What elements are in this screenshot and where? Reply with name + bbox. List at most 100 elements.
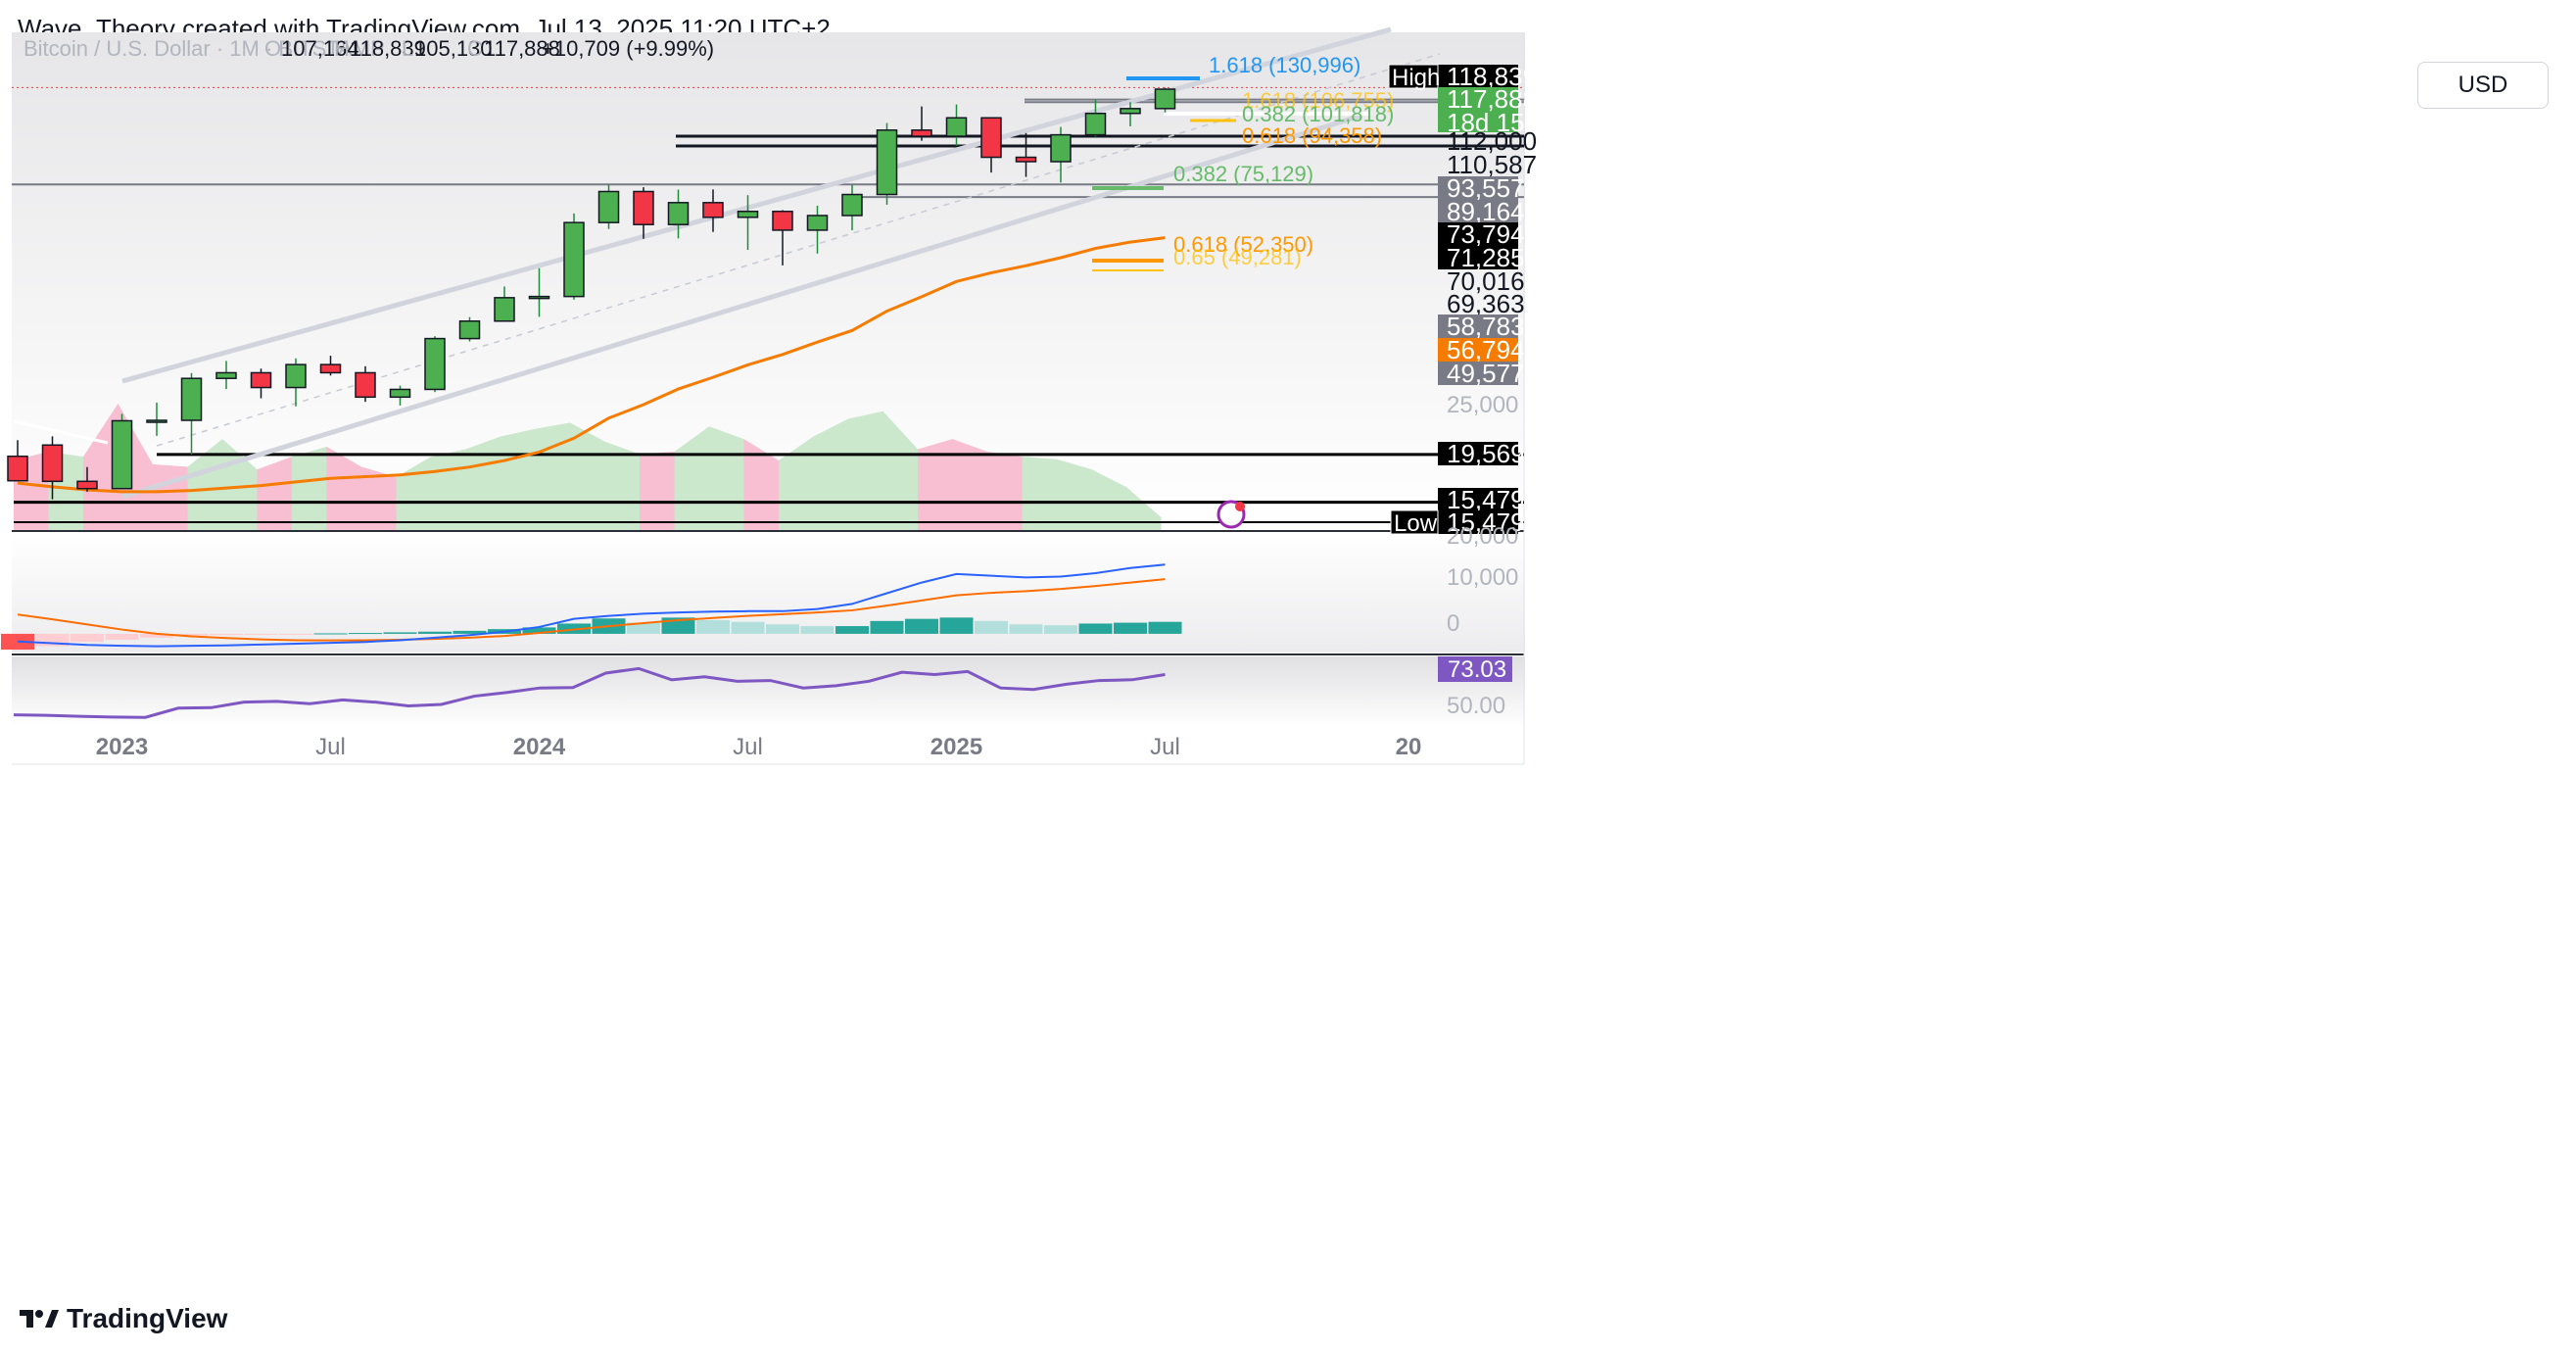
macd-histogram-bar (418, 631, 452, 634)
macd-histogram-bar (800, 626, 835, 634)
macd-histogram-bar (383, 632, 417, 634)
candle-body (841, 193, 863, 217)
candle-body (876, 129, 898, 196)
candle-body (355, 371, 376, 399)
price-tag: 118,839 (1447, 62, 1537, 91)
candle-body (285, 363, 307, 389)
macd-histogram-bar (71, 633, 104, 643)
candle-body (76, 480, 98, 490)
candle-body (702, 202, 724, 218)
rsi-line (13, 666, 1166, 719)
macd-histogram-bar (313, 633, 348, 635)
fib-label: 1.618 (106,755) (1242, 88, 1394, 113)
volume-area-segment (918, 439, 953, 530)
candle-body (494, 297, 515, 322)
candle-body (528, 295, 550, 300)
price-tag-bg (1438, 200, 1518, 223)
macd-axis-label: 0 (1447, 610, 1459, 637)
volume-area-segment (674, 426, 709, 530)
rsi-axis-label: 50.00 (1447, 693, 1505, 719)
volume-area-segment (1022, 457, 1057, 530)
volume-area-segment (153, 463, 188, 530)
price-tag-bg (1438, 65, 1518, 88)
candle-body (563, 221, 585, 298)
price-tag-label: High (1392, 65, 1440, 91)
price-tag: 112,000 (1447, 126, 1537, 156)
close-value: 117,888 (484, 36, 560, 61)
candle-body (806, 215, 829, 231)
macd-histogram-bar (349, 633, 382, 635)
price-tag-bg (1438, 314, 1518, 338)
candle-body (980, 117, 1002, 159)
fib-label: 0.65 (49,281) (1173, 245, 1302, 269)
tradingview-logo-icon (20, 1310, 59, 1328)
currency-button[interactable]: USD (2417, 62, 2549, 109)
macd-histogram-bar (1114, 622, 1147, 634)
price-tag: 117,888 (1447, 84, 1537, 114)
macd-histogram-bar (1078, 623, 1113, 634)
low-value: 105,130 (414, 36, 493, 61)
price-tag: 69,363 (1447, 289, 1525, 318)
volume-area-segment (952, 439, 987, 530)
volume-area-segment (604, 441, 640, 530)
price-tag-bg (1438, 87, 1518, 132)
macd-histogram-bar (174, 633, 209, 636)
price-tag: 15,479 (1447, 485, 1525, 514)
macd-histogram-bar (140, 633, 173, 638)
candle-body (458, 320, 481, 340)
volume-area-segment (83, 404, 119, 530)
close-label: C (467, 36, 483, 61)
macd-line (17, 563, 1166, 648)
ema-line (17, 236, 1166, 494)
candle-body (180, 377, 203, 421)
price-tag: 19,569 (1447, 439, 1525, 468)
candle-body (597, 190, 620, 223)
candle-body (1154, 88, 1176, 110)
candle-body (772, 211, 793, 231)
volume-area-segment (187, 439, 222, 530)
price-axis-label: 20,000 (1447, 523, 1518, 550)
alert-dot-icon (1235, 502, 1245, 511)
volume-area-segment (1057, 459, 1092, 530)
fib-label: 0.618 (52,350) (1173, 232, 1313, 257)
candle-body (250, 371, 272, 389)
fib-label: 1.618 (130,996) (1209, 53, 1360, 77)
macd-histogram-bar (244, 633, 278, 635)
volume-area-segment (535, 422, 570, 530)
tradingview-logo[interactable]: TradingView (20, 1303, 227, 1334)
volume-area-segment (987, 452, 1023, 530)
candle-body (111, 419, 133, 490)
candle-body (633, 190, 654, 225)
price-tag: 110,587 (1447, 150, 1537, 179)
time-axis-label: Jul (315, 734, 346, 760)
candle-body (424, 337, 446, 391)
time-axis-label: Jul (733, 734, 763, 760)
countdown-tag: 18d 15h (1447, 108, 1539, 137)
macd-histogram-bar (696, 619, 730, 634)
candle-body (911, 129, 932, 137)
fib-label: 0.382 (101,818) (1242, 102, 1394, 126)
price-tag-bg (1438, 338, 1518, 362)
volume-area-segment (326, 446, 361, 530)
channel-lower-line (121, 113, 1362, 500)
macd-histogram-bar (835, 626, 869, 634)
volume-area-segment (501, 428, 536, 530)
volume-area-segment (465, 436, 501, 530)
volume-area-segment (1091, 469, 1126, 530)
candle-body (1015, 156, 1037, 163)
price-tag: 93,557 (1447, 173, 1525, 203)
fib-label: 0.382 (75,129) (1173, 162, 1313, 186)
volume-area-segment (813, 418, 848, 530)
time-axis-label: Jul (1150, 734, 1180, 760)
high-value: 118,839 (350, 36, 426, 61)
time-axis-label: 2023 (96, 734, 148, 760)
price-tag: 73,794 (1447, 219, 1525, 249)
rsi-value-tag: 73.03 (1448, 656, 1506, 683)
time-axis-label: 2024 (513, 734, 566, 760)
price-tag: 89,164 (1447, 197, 1525, 226)
price-tag-bg (1438, 222, 1518, 246)
volume-area-segment (709, 426, 744, 530)
macd-histogram-bar (522, 627, 556, 634)
candle-body (1120, 108, 1141, 115)
